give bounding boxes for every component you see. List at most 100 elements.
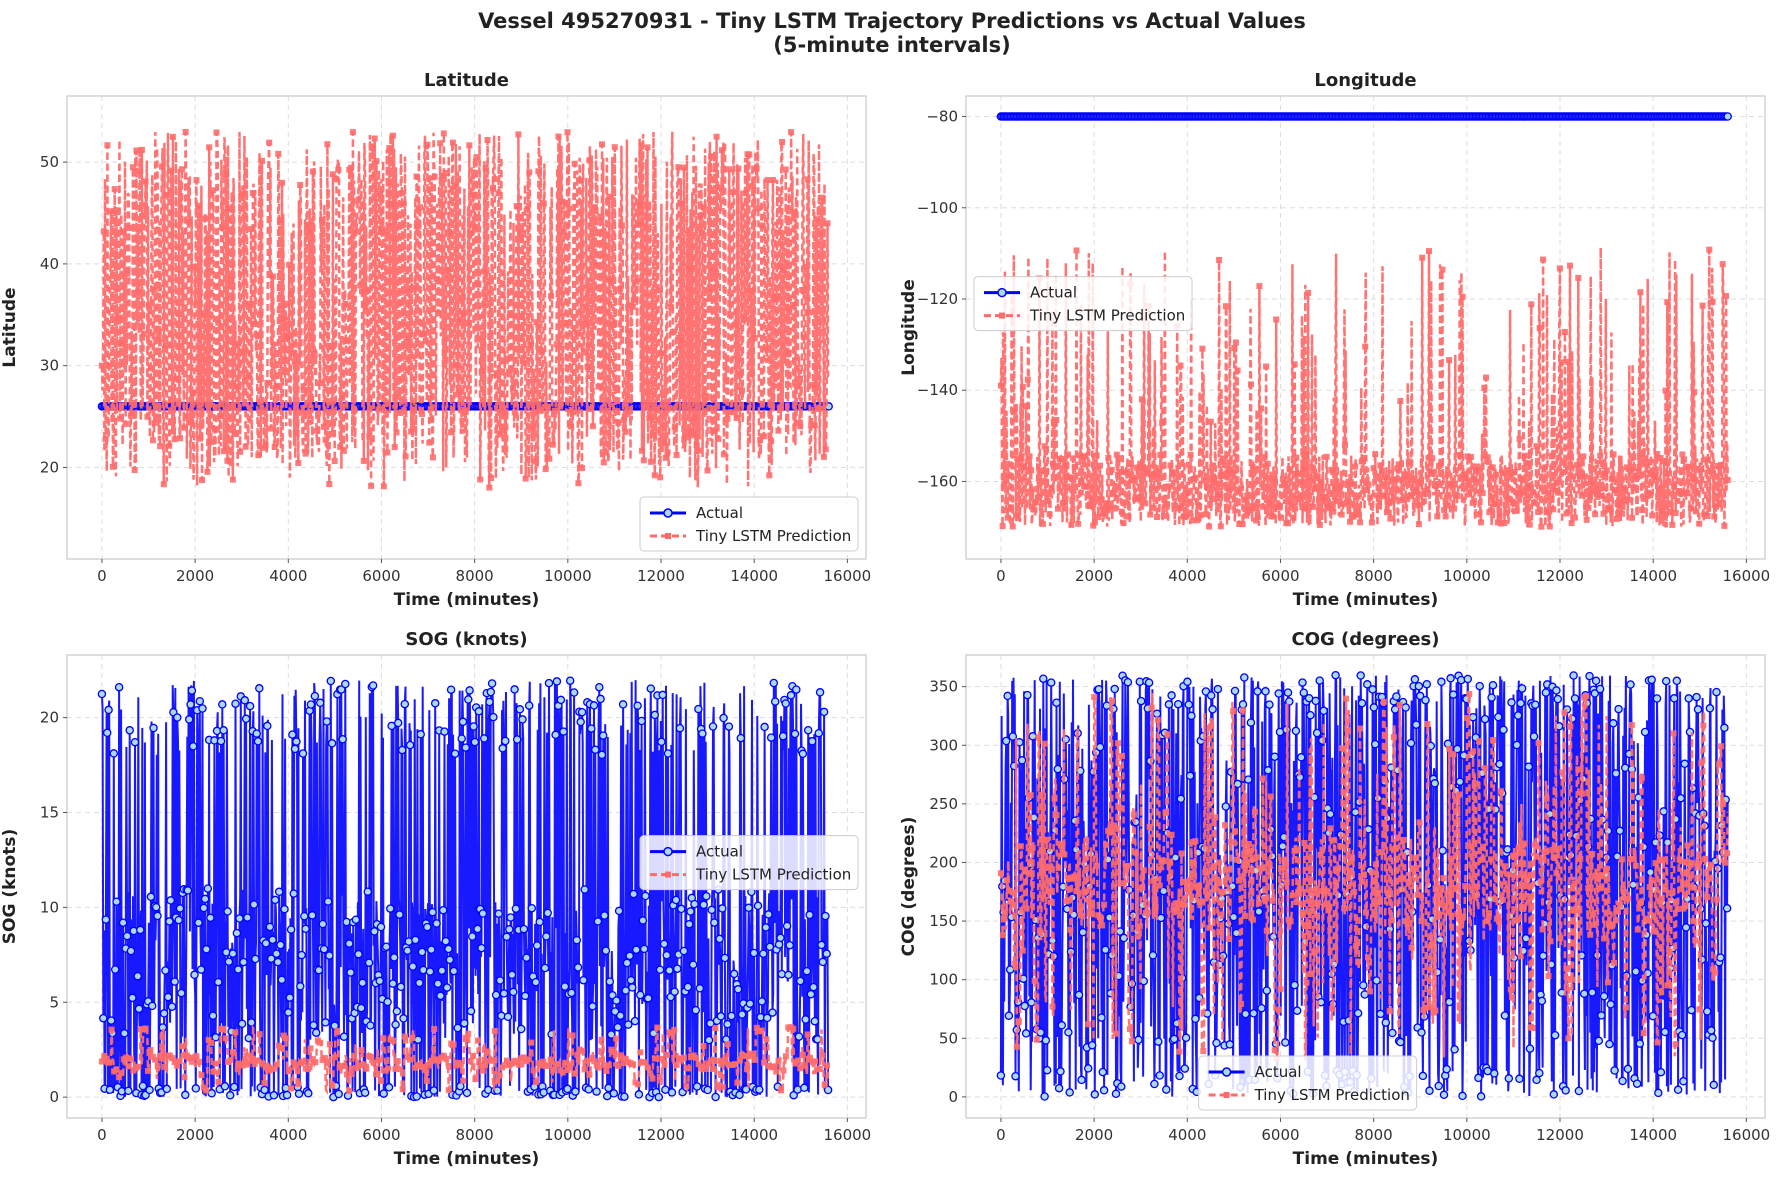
prediction-point [1505,871,1512,878]
prediction-point [1560,469,1567,476]
prediction-point [788,129,795,136]
actual-point [1532,1075,1541,1085]
prediction-point [759,222,766,229]
prediction-point [409,406,416,413]
prediction-point [1674,498,1681,504]
prediction-point [1142,500,1149,507]
prediction-point [1484,454,1491,461]
prediction-point [1009,523,1016,530]
prediction-point [1541,849,1548,855]
prediction-point [768,438,775,445]
prediction-point [1414,891,1421,898]
prediction-point [477,476,484,483]
actual-point [522,953,531,962]
prediction-point [557,403,564,410]
actual-point [1445,997,1454,1007]
prediction-point [1202,869,1209,876]
actual-point [628,983,637,992]
actual-point [1298,678,1307,687]
actual-point [411,935,420,945]
actual-point [104,705,113,715]
prediction-point [157,443,164,450]
prediction-point [502,409,509,416]
prediction-point [1719,261,1726,268]
prediction-point [1006,472,1013,479]
y-tick-label: 40 [40,255,59,273]
actual-point [1097,1013,1106,1022]
prediction-point [613,1035,620,1042]
actual-point [1039,674,1048,683]
actual-point [774,940,784,949]
actual-point [605,977,615,986]
actual-point [229,1082,239,1092]
prediction-point [1053,812,1060,818]
prediction-point [1298,478,1305,485]
actual-point [370,927,379,936]
prediction-point [302,450,309,457]
prediction-point [429,454,436,461]
actual-point [794,1032,804,1041]
prediction-point [289,349,296,356]
prediction-point [1658,895,1665,902]
prediction-point [619,222,625,229]
prediction-point [308,395,315,402]
prediction-point [1609,922,1615,929]
prediction-point [1575,766,1582,773]
actual-point [487,679,497,688]
actual-point [1023,690,1032,700]
prediction-point [1595,486,1602,493]
prediction-point [1330,508,1337,515]
prediction-point [1409,477,1416,484]
actual-point [1098,1067,1108,1077]
actual-point [358,978,367,988]
actual-point [323,897,333,906]
prediction-point [1571,880,1578,887]
prediction-point [1382,474,1389,481]
prediction-point [1573,462,1580,469]
prediction-point [1721,522,1728,529]
prediction-point [657,474,664,481]
prediction-point [1008,504,1014,511]
prediction-point [1380,493,1387,500]
actual-point [272,949,281,958]
prediction-point [1523,459,1530,466]
prediction-point [1618,856,1625,863]
actual-point [1261,687,1270,696]
prediction-point [1511,469,1518,475]
prediction-point [577,177,584,184]
actual-point [1173,699,1183,709]
prediction-point [202,215,209,222]
prediction-point [1168,831,1175,838]
prediction-point [1575,274,1582,281]
actual-point [1155,1071,1164,1080]
prediction-point [653,406,660,413]
prediction-point [1015,1018,1022,1025]
prediction-point [1279,864,1286,871]
prediction-point [790,1025,797,1032]
prediction-point [226,205,233,212]
prediction-point [1634,926,1641,933]
prediction-point [278,1045,285,1052]
actual-point [399,1014,408,1023]
prediction-point [1200,1048,1207,1054]
prediction-point [1120,880,1127,887]
actual-point [703,1085,712,1095]
actual-point [1631,967,1641,976]
prediction-point [1115,740,1121,747]
prediction-point [1255,900,1262,907]
prediction-point [1603,467,1610,474]
prediction-point [1186,888,1193,895]
prediction-point [300,1058,307,1065]
prediction-point [1327,825,1334,832]
actual-point [670,987,679,996]
actual-point [109,749,119,758]
prediction-point [382,228,389,235]
prediction-point [1442,513,1449,520]
prediction-point [1478,519,1484,526]
prediction-point [1699,302,1706,309]
prediction-point [780,1067,787,1074]
prediction-point [1061,463,1068,469]
prediction-point [782,1053,789,1060]
prediction-point [1525,899,1532,906]
prediction-point [1723,293,1730,299]
